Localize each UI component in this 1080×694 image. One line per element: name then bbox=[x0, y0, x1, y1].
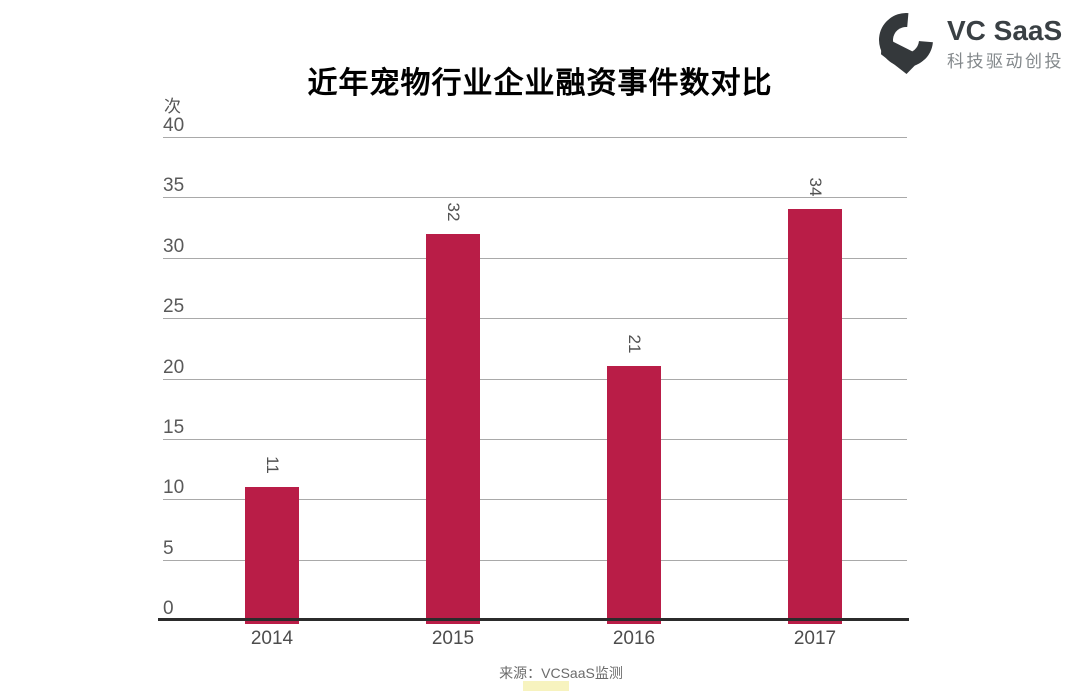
chart-title: 近年宠物行业企业融资事件数对比 bbox=[307, 67, 773, 100]
y-tick-label-5: 5 bbox=[163, 537, 174, 559]
gridline-40 bbox=[163, 137, 907, 138]
gridline-35 bbox=[163, 197, 907, 199]
bar-2015 bbox=[426, 233, 480, 624]
gridline-30 bbox=[163, 257, 907, 259]
gridline-15 bbox=[163, 438, 907, 440]
y-tick-label-25: 25 bbox=[163, 296, 185, 318]
y-tick-label-15: 15 bbox=[163, 416, 185, 438]
gridline-5 bbox=[163, 559, 907, 561]
y-tick-label-10: 10 bbox=[163, 477, 185, 499]
bar-value-label-2016: 21 bbox=[625, 334, 644, 354]
y-tick-label-40: 40 bbox=[163, 115, 185, 136]
y-tick-label-0: 0 bbox=[163, 598, 174, 619]
gridline-20 bbox=[163, 378, 907, 380]
x-tick-label-2015: 2015 bbox=[431, 628, 475, 649]
bar-2016 bbox=[607, 366, 661, 624]
x-tick-label-2014: 2014 bbox=[250, 628, 294, 649]
gridline-10 bbox=[163, 499, 907, 501]
vcsaas-logo-icon bbox=[867, 1, 945, 79]
y-tick-label-20: 20 bbox=[163, 356, 185, 378]
bar-2017 bbox=[788, 209, 842, 624]
logo-text: VC SaaS 科技驱动创投 bbox=[947, 15, 1064, 72]
y-axis-unit-label: 次 bbox=[164, 97, 181, 116]
vcsaas-logo: VC SaaS 科技驱动创投 bbox=[867, 1, 1064, 79]
footer-highlight-mark bbox=[523, 681, 569, 691]
logo-tagline: 科技驱动创投 bbox=[947, 52, 1064, 72]
logo-name: VC SaaS bbox=[947, 15, 1063, 47]
x-axis-line bbox=[158, 618, 909, 621]
x-tick-label-2016: 2016 bbox=[612, 628, 656, 649]
bar-2014 bbox=[245, 487, 299, 624]
plot-area: 0 5 10 15 20 25 30 35 40 11 2014 32 2015 21 2016 34 2017 bbox=[158, 115, 909, 649]
bar-value-label-2015: 32 bbox=[444, 202, 463, 222]
bar-value-label-2017: 34 bbox=[806, 177, 825, 197]
bar-value-label-2014: 11 bbox=[263, 456, 282, 474]
y-tick-label-30: 30 bbox=[163, 235, 185, 257]
y-tick-label-35: 35 bbox=[163, 175, 185, 197]
gridline-25 bbox=[163, 318, 907, 320]
footer-source-note: 来源：VCSaaS监测 bbox=[499, 665, 623, 681]
x-tick-label-2017: 2017 bbox=[793, 628, 837, 649]
